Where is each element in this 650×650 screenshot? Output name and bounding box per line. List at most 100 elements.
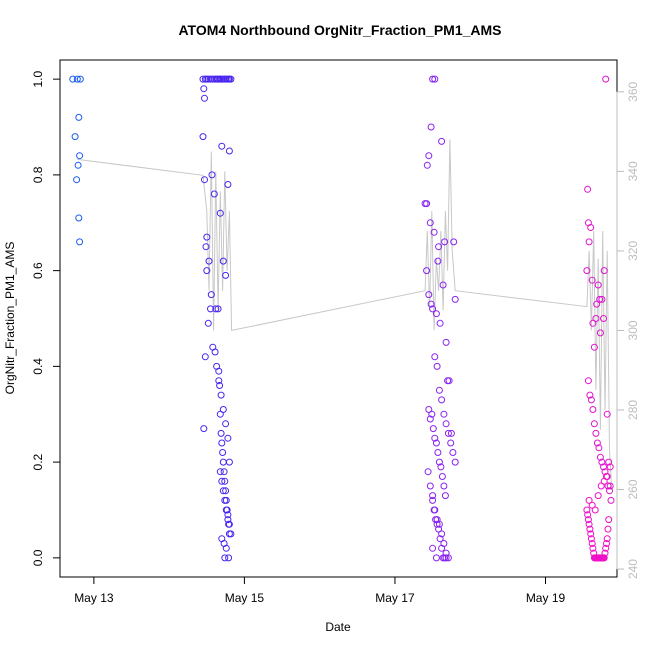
- data-point: [225, 458, 233, 466]
- data-point: [438, 473, 446, 480]
- data-point: [602, 75, 610, 83]
- data-point: [438, 544, 446, 552]
- secondary-tick-label: 320: [626, 241, 640, 261]
- data-point: [441, 238, 449, 246]
- data-point: [73, 75, 81, 83]
- data-point: [585, 496, 593, 504]
- data-point: [584, 377, 592, 385]
- data-point: [584, 516, 592, 524]
- data-point: [606, 487, 613, 495]
- data-point: [219, 449, 227, 456]
- data-point: [425, 152, 433, 160]
- data-point: [74, 161, 82, 169]
- data-point: [451, 458, 459, 466]
- secondary-tick-label: 300: [626, 320, 640, 340]
- data-point: [587, 535, 595, 543]
- data-point: [219, 458, 227, 466]
- y-tick-label: 1.0: [31, 70, 45, 87]
- data-point: [441, 492, 449, 500]
- data-point: [216, 468, 224, 476]
- data-point: [585, 238, 593, 246]
- data-point: [203, 267, 211, 275]
- data-point: [600, 267, 608, 275]
- y-tick-label: 0.0: [31, 549, 45, 566]
- data-point: [607, 496, 615, 504]
- data-point: [603, 410, 611, 418]
- data-point: [442, 420, 450, 428]
- data-point: [444, 429, 452, 437]
- y-axis-label: OrgNitr_Fraction_PM1_AMS: [3, 242, 17, 395]
- data-point: [202, 243, 210, 251]
- data-point: [434, 257, 442, 265]
- plot-frame: [59, 59, 618, 578]
- secondary-tick-label: 280: [626, 400, 640, 420]
- data-point: [216, 209, 224, 217]
- data-point: [222, 271, 230, 279]
- data-point: [207, 291, 215, 299]
- data-point: [606, 463, 614, 471]
- data-point: [426, 482, 434, 490]
- data-point: [438, 396, 446, 404]
- data-point: [216, 410, 224, 418]
- data-point: [221, 496, 229, 504]
- data-point: [596, 453, 604, 461]
- data-point: [224, 516, 232, 524]
- y-tick-label: 0.2: [31, 453, 45, 470]
- data-point: [426, 415, 434, 423]
- data-point: [587, 396, 595, 404]
- data-point: [224, 434, 232, 442]
- data-point: [603, 540, 610, 547]
- data-point: [436, 535, 444, 543]
- data-point: [600, 463, 607, 471]
- data-point: [450, 238, 458, 246]
- data-point: [429, 544, 437, 552]
- data-point: [433, 362, 441, 370]
- data-point: [451, 295, 459, 303]
- data-point: [583, 506, 591, 514]
- secondary-y-axis: 240 260 280 300 320 340 360: [616, 81, 640, 579]
- data-point: [584, 511, 592, 519]
- data-point: [606, 482, 614, 490]
- data-point: [201, 353, 209, 361]
- data-point: [69, 75, 77, 83]
- data-point: [426, 219, 434, 227]
- y-tick-label: 0.4: [31, 358, 45, 375]
- secondary-tick-label: 340: [626, 161, 640, 181]
- x-axis-label: Date: [325, 620, 351, 634]
- data-point: [447, 439, 455, 447]
- data-point: [429, 75, 437, 83]
- data-point: [218, 439, 226, 447]
- data-point: [75, 214, 83, 222]
- chart-title: ATOM4 Northbound OrgNitr_Fraction_PM1_AM…: [178, 22, 501, 38]
- data-point: [208, 171, 216, 179]
- data-point: [73, 176, 81, 184]
- data-point: [435, 458, 443, 466]
- data-point: [76, 75, 84, 83]
- data-point: [590, 420, 598, 428]
- data-point: [583, 267, 591, 275]
- data-point: [216, 382, 224, 389]
- data-point: [429, 496, 437, 504]
- data-point: [439, 281, 447, 289]
- data-point: [432, 310, 440, 318]
- data-point: [601, 549, 609, 557]
- data-point: [605, 516, 613, 524]
- data-point: [221, 477, 229, 485]
- data-point: [435, 243, 443, 251]
- x-axis: May 13 May 15 May 17 May 19: [74, 576, 565, 605]
- data-point: [211, 348, 219, 356]
- data-point: [434, 449, 442, 456]
- data-point: [205, 257, 213, 265]
- data-point: [76, 152, 84, 160]
- data-point: [595, 444, 603, 452]
- data-point: [596, 295, 604, 303]
- data-point: [603, 473, 611, 480]
- data-point: [592, 429, 600, 437]
- data-point: [430, 506, 438, 514]
- data-point: [218, 142, 226, 150]
- data-point: [215, 367, 223, 375]
- secondary-tick-label: 360: [626, 81, 640, 101]
- data-point: [431, 353, 439, 361]
- data-point: [222, 506, 230, 514]
- trace-line-group: [77, 139, 613, 490]
